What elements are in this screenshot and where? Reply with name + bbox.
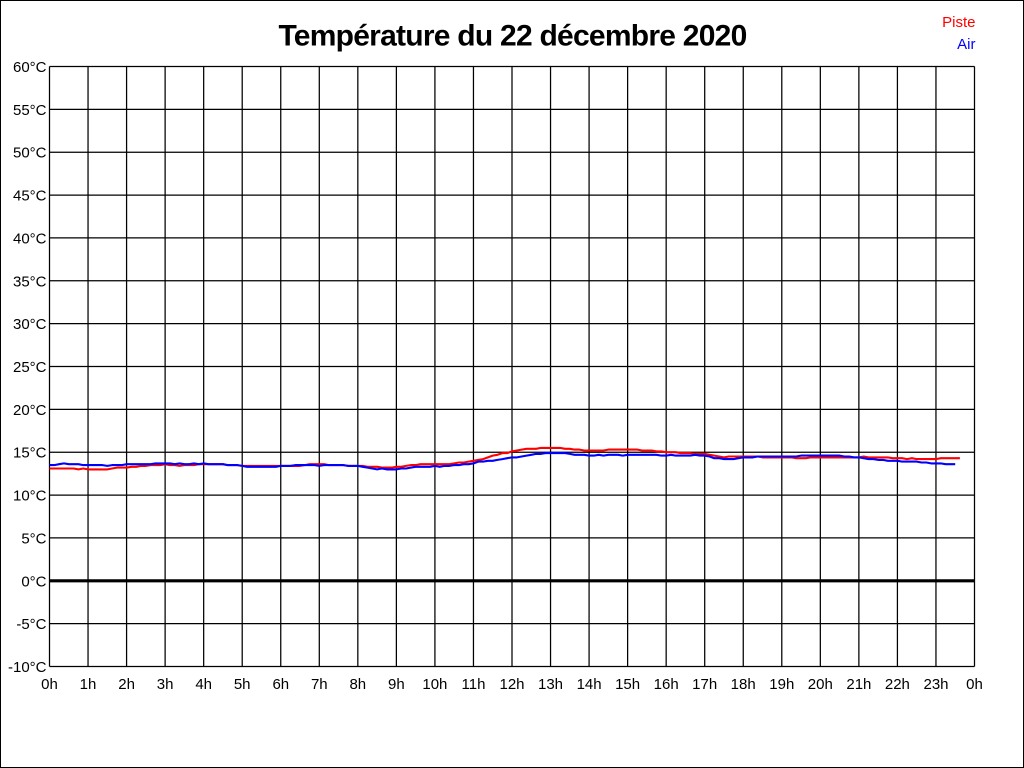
svg-text:55°C: 55°C xyxy=(13,102,47,119)
svg-text:7h: 7h xyxy=(311,676,328,693)
svg-text:14h: 14h xyxy=(577,676,602,693)
svg-text:12h: 12h xyxy=(499,676,524,693)
svg-text:35°C: 35°C xyxy=(13,273,47,290)
svg-text:2h: 2h xyxy=(118,676,135,693)
svg-text:0°C: 0°C xyxy=(21,573,46,590)
svg-text:22h: 22h xyxy=(885,676,910,693)
svg-text:9h: 9h xyxy=(388,676,405,693)
svg-text:0h: 0h xyxy=(966,676,983,693)
svg-text:13h: 13h xyxy=(538,676,563,693)
svg-text:21h: 21h xyxy=(846,676,871,693)
svg-text:1h: 1h xyxy=(80,676,97,693)
svg-text:20h: 20h xyxy=(808,676,833,693)
svg-text:10°C: 10°C xyxy=(13,488,47,505)
svg-text:16h: 16h xyxy=(654,676,679,693)
svg-text:8h: 8h xyxy=(349,676,366,693)
svg-text:11h: 11h xyxy=(462,676,486,693)
svg-text:Air: Air xyxy=(957,36,975,53)
svg-text:30°C: 30°C xyxy=(13,316,47,333)
svg-text:23h: 23h xyxy=(923,676,948,693)
svg-text:15°C: 15°C xyxy=(13,445,47,462)
svg-text:-5°C: -5°C xyxy=(16,616,46,633)
svg-text:6h: 6h xyxy=(272,676,289,693)
svg-text:20°C: 20°C xyxy=(13,402,47,419)
svg-text:0h: 0h xyxy=(41,676,58,693)
svg-text:17h: 17h xyxy=(692,676,717,693)
svg-text:60°C: 60°C xyxy=(13,59,47,76)
svg-text:50°C: 50°C xyxy=(13,145,47,162)
svg-text:Piste: Piste xyxy=(942,14,975,31)
svg-text:15h: 15h xyxy=(615,676,640,693)
svg-text:5°C: 5°C xyxy=(21,530,46,547)
svg-text:5h: 5h xyxy=(234,676,251,693)
svg-text:-10°C: -10°C xyxy=(8,659,47,676)
svg-text:18h: 18h xyxy=(731,676,756,693)
svg-text:45°C: 45°C xyxy=(13,188,47,205)
svg-text:10h: 10h xyxy=(422,676,447,693)
svg-text:19h: 19h xyxy=(769,676,794,693)
svg-text:3h: 3h xyxy=(157,676,174,693)
svg-text:4h: 4h xyxy=(195,676,212,693)
svg-text:Température du 22 décembre 202: Température du 22 décembre 2020 xyxy=(278,20,746,53)
svg-text:25°C: 25°C xyxy=(13,359,47,376)
svg-text:40°C: 40°C xyxy=(13,230,47,247)
